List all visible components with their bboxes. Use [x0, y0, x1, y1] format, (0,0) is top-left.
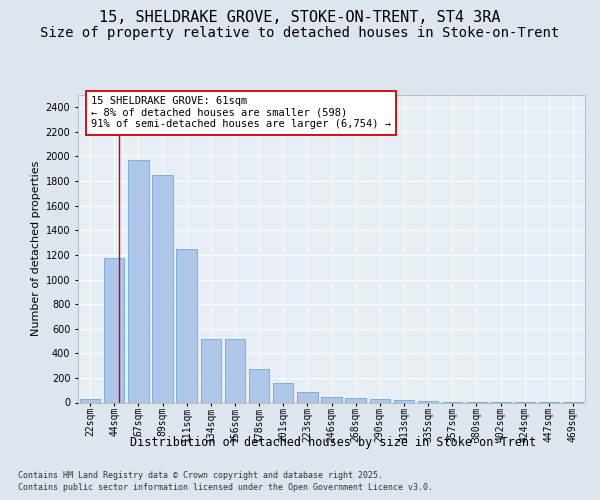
Bar: [370, 399, 390, 402]
Text: 15, SHELDRAKE GROVE, STOKE-ON-TRENT, ST4 3RA: 15, SHELDRAKE GROVE, STOKE-ON-TRENT, ST4…: [99, 10, 501, 25]
Bar: [176, 248, 197, 402]
Text: Contains HM Land Registry data © Crown copyright and database right 2025.: Contains HM Land Registry data © Crown c…: [18, 470, 383, 480]
Bar: [249, 368, 269, 402]
Bar: [273, 383, 293, 402]
Bar: [297, 392, 317, 402]
Bar: [80, 400, 100, 402]
Text: Size of property relative to detached houses in Stoke-on-Trent: Size of property relative to detached ho…: [40, 26, 560, 40]
Y-axis label: Number of detached properties: Number of detached properties: [31, 161, 41, 336]
Bar: [224, 339, 245, 402]
Bar: [152, 175, 173, 402]
Text: Distribution of detached houses by size in Stoke-on-Trent: Distribution of detached houses by size …: [130, 436, 536, 449]
Bar: [394, 400, 414, 402]
Bar: [321, 397, 342, 402]
Text: Contains public sector information licensed under the Open Government Licence v3: Contains public sector information licen…: [18, 483, 433, 492]
Bar: [128, 160, 149, 402]
Bar: [104, 258, 124, 402]
Bar: [200, 339, 221, 402]
Bar: [346, 398, 366, 402]
Text: 15 SHELDRAKE GROVE: 61sqm
← 8% of detached houses are smaller (598)
91% of semi-: 15 SHELDRAKE GROVE: 61sqm ← 8% of detach…: [91, 96, 391, 130]
